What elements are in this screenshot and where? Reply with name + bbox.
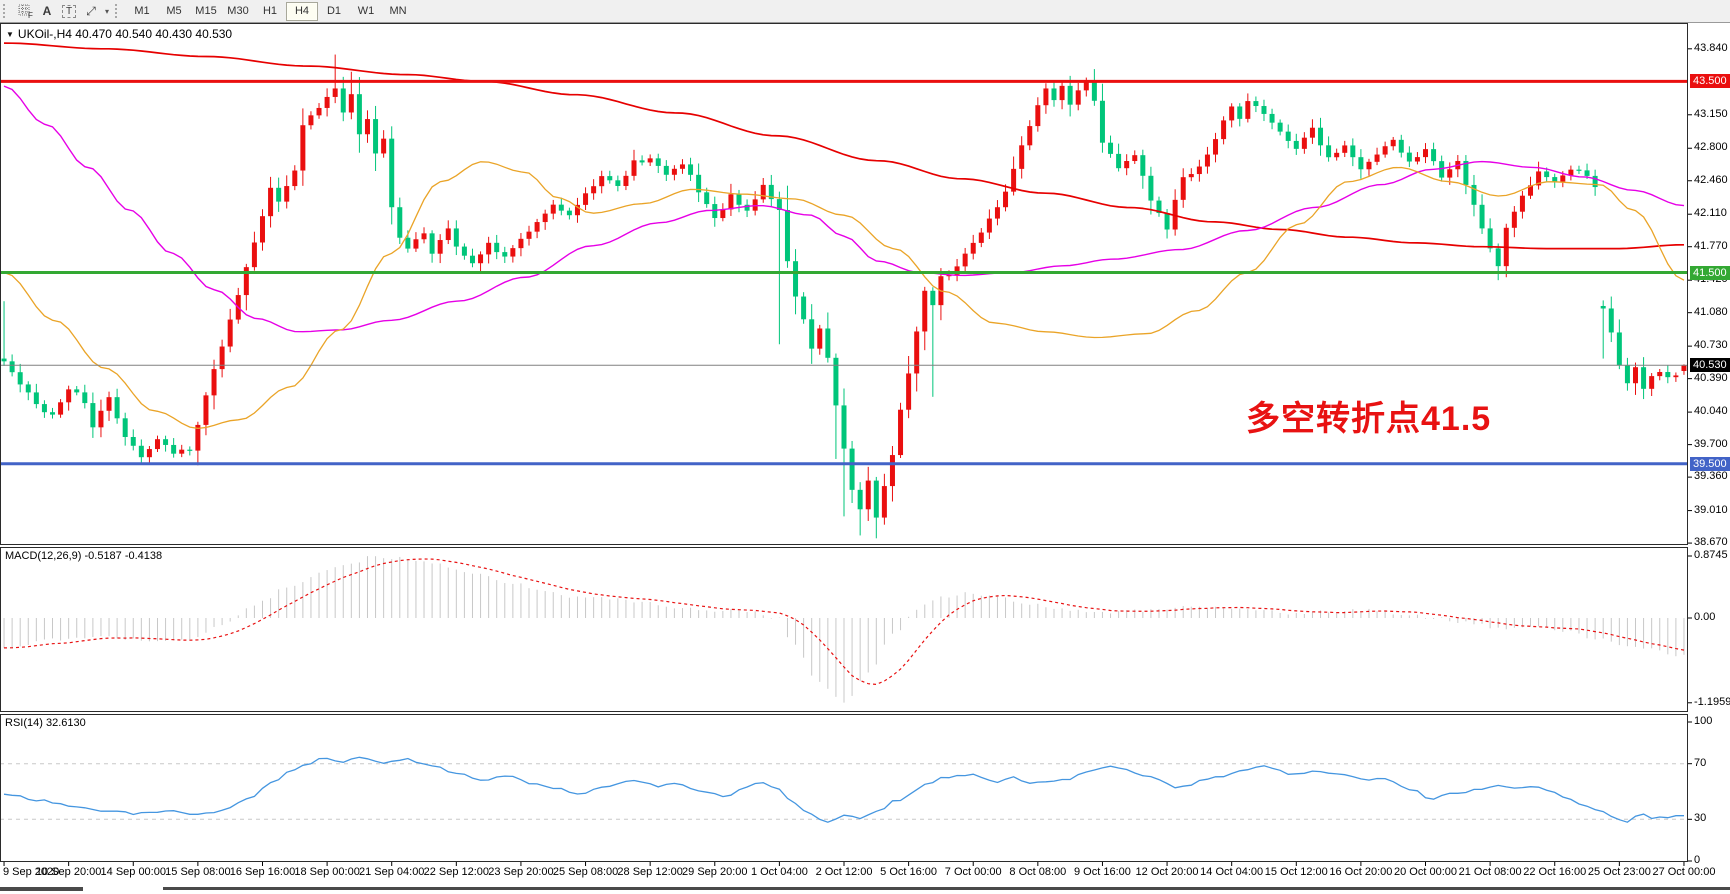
price-tick-label: 38.670: [1694, 536, 1728, 549]
h-scrollbar-thumb[interactable]: [0, 887, 83, 891]
axis-ticks: [3, 48, 1692, 866]
timeframe-m5[interactable]: M5: [166, 4, 182, 17]
macd-axis-label: 0.8745: [1694, 548, 1728, 561]
time-axis-label: 21 Sep 04:00: [358, 866, 425, 878]
time-axis-label: 20 Oct 00:00: [1394, 866, 1457, 878]
rsi-axis-label: 0: [1694, 854, 1701, 866]
symbol-period-label: UKOil-,H4: [17, 27, 72, 41]
time-axis-label: 22 Sep 12:00: [423, 866, 490, 878]
time-axis-label: 8 Oct 08:00: [1009, 866, 1067, 878]
price-tick-label: 41.770: [1694, 239, 1728, 252]
rsi-name: RSI(14): [5, 717, 43, 729]
macd-histogram: [3, 556, 1685, 703]
timeframe-m30[interactable]: M30: [227, 4, 249, 17]
dropdown-caret-icon[interactable]: ▾: [104, 6, 109, 16]
time-axis-label: 25 Oct 23:00: [1587, 866, 1651, 878]
candlestick-series: [1, 54, 1687, 539]
macd-axis-label: -1.1959: [1694, 695, 1730, 708]
timeframe-m15[interactable]: M15: [195, 4, 217, 17]
time-axis-label: 16 Sep 16:00: [229, 866, 296, 878]
price-badge-pivot-41.5: 41.500: [1690, 265, 1730, 280]
time-axis-label: 1 Oct 04:00: [750, 866, 808, 878]
symbol-collapse-icon[interactable]: ▼: [6, 30, 14, 39]
time-axis-label: 28 Sep 12:00: [617, 866, 683, 878]
timeframe-mn[interactable]: MN: [389, 4, 407, 17]
time-axis-label: 9 Oct 16:00: [1074, 866, 1131, 878]
toolbar-grip[interactable]: [3, 4, 10, 18]
time-axis-label: 5 Oct 16:00: [880, 866, 938, 878]
rsi-axis-label: 30: [1694, 812, 1707, 825]
rsi-panel[interactable]: [0, 714, 1688, 862]
ma-fast-orange: [3, 161, 1685, 430]
time-axis-label: 10 Sep 20:00: [35, 866, 102, 878]
text-box-glyph: T: [61, 4, 77, 18]
macd-axis-label: 0.00: [1694, 611, 1716, 623]
timeframe-d1[interactable]: D1: [326, 4, 342, 17]
rsi-value: 32.6130: [45, 717, 86, 729]
macd-name: MACD(12,26,9): [5, 550, 82, 562]
macd-signal-line: [3, 558, 1685, 686]
price-tick-label: 43.840: [1694, 41, 1728, 54]
crosshair-arrows-icon[interactable]: ⤢: [86, 3, 96, 18]
time-axis-label: 18 Sep 00:00: [294, 866, 360, 878]
time-axis-label: 16 Oct 20:00: [1329, 866, 1393, 878]
macd-label: MACD(12,26,9) -0.5187 -0.4138: [5, 550, 162, 562]
time-axis-label: 27 Oct 00:00: [1652, 866, 1716, 878]
time-axis-label: 12 Oct 20:00: [1135, 866, 1199, 878]
chart-title: ▼ UKOil-,H4 40.470 40.540 40.430 40.530: [6, 27, 232, 41]
price-tick-label: 39.360: [1694, 470, 1728, 483]
grid-f-glyph: F: [18, 4, 33, 18]
price-badge-current-price: 40.530: [1690, 358, 1730, 373]
time-axis-label: 14 Sep 00:00: [100, 866, 166, 878]
price-tick-label: 41.080: [1694, 305, 1728, 318]
ohlc-values: 40.470 40.540 40.430 40.530: [75, 27, 233, 41]
price-tick-label: 43.150: [1694, 107, 1728, 120]
time-axis-label: 15 Oct 12:00: [1264, 866, 1328, 878]
timeframe-h4[interactable]: H4: [286, 1, 318, 21]
time-axis-label: 22 Oct 16:00: [1523, 866, 1587, 878]
time-axis-label: 25 Sep 08:00: [552, 866, 619, 878]
annotation-text: 多空转折点41.5: [1246, 400, 1492, 438]
time-axis-label: 23 Sep 20:00: [488, 866, 554, 878]
timeframe-w1[interactable]: W1: [357, 4, 375, 17]
text-a-icon[interactable]: A: [42, 4, 52, 18]
price-badge-resistance-43.5: 43.500: [1690, 74, 1730, 89]
grid-f-icon[interactable]: F: [14, 2, 36, 20]
toolbar: F A T ⤢ ▾ M1 M5 M15 M30 H1 H4 D1 W1 MN: [0, 0, 1730, 23]
price-tick-label: 40.390: [1694, 371, 1728, 384]
main-chart-panel[interactable]: [0, 23, 1688, 545]
price-tick-label: 42.800: [1694, 141, 1728, 154]
timeframe-h1[interactable]: H1: [262, 4, 278, 17]
h-scrollbar-track[interactable]: [163, 887, 1730, 890]
rsi-label: RSI(14) 32.6130: [5, 717, 86, 729]
toolbar-separator: [115, 4, 122, 18]
rsi-axis-label: 70: [1694, 756, 1707, 769]
time-axis-label: 21 Oct 08:00: [1458, 866, 1522, 878]
price-tick-label: 39.010: [1694, 503, 1728, 516]
text-box-icon[interactable]: T: [58, 2, 80, 20]
time-axis-label: 2 Oct 12:00: [815, 866, 873, 878]
time-axis-label: 15 Sep 08:00: [165, 866, 231, 878]
rsi-axis-label: 100: [1694, 715, 1713, 727]
price-tick-label: 42.460: [1694, 173, 1728, 186]
time-axis-label: 29 Sep 20:00: [682, 866, 748, 878]
ma-mid-magenta: [3, 85, 1685, 333]
ma-slow-red: [3, 42, 1685, 250]
price-tick-label: 39.700: [1694, 437, 1728, 450]
price-tick-label: 42.110: [1694, 207, 1727, 220]
rsi-line: [3, 756, 1684, 823]
price-badge-support-39.5: 39.500: [1690, 456, 1730, 471]
time-axis-label: 14 Oct 04:00: [1200, 866, 1264, 878]
svg-text:F: F: [28, 11, 33, 18]
macd-panel[interactable]: [0, 547, 1688, 712]
time-axis-label: 9 Sep 2020: [3, 866, 60, 878]
price-tick-label: 40.730: [1694, 339, 1728, 352]
time-axis-label: 7 Oct 00:00: [944, 866, 1002, 878]
timeframe-m1[interactable]: M1: [134, 4, 150, 17]
price-tick-label: 40.040: [1694, 405, 1728, 418]
macd-values: -0.5187 -0.4138: [84, 550, 163, 562]
